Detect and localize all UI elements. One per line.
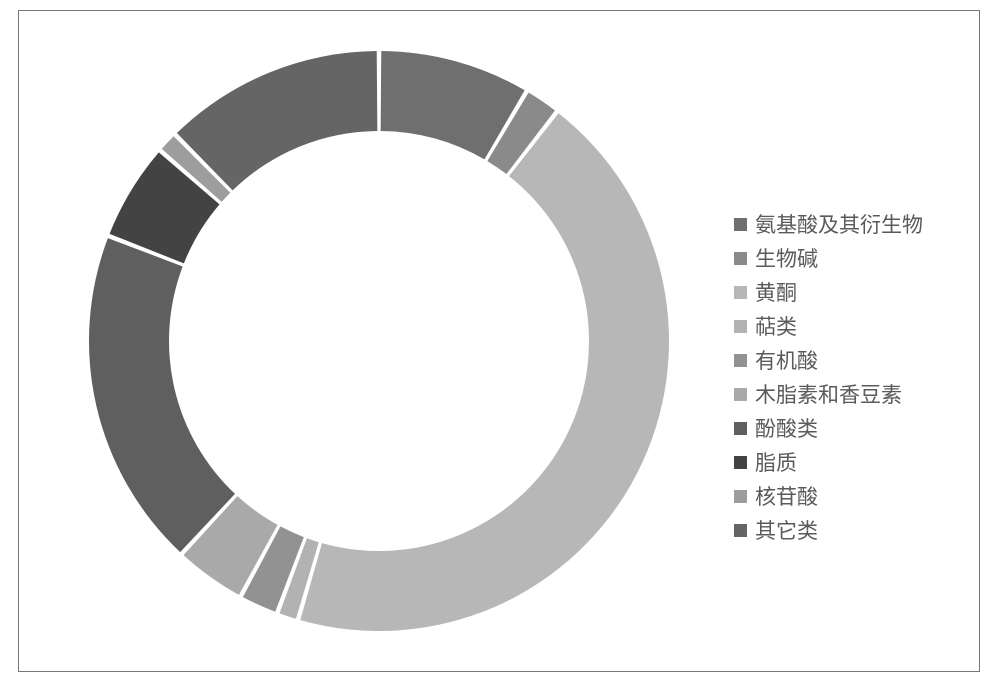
legend-item: 黄酮 <box>734 275 923 309</box>
legend-swatch <box>734 218 747 231</box>
legend-swatch <box>734 388 747 401</box>
legend-swatch <box>734 252 747 265</box>
legend-item: 其它类 <box>734 513 923 547</box>
chart-frame: 氨基酸及其衍生物生物碱黄酮萜类有机酸木脂素和香豆素酚酸类脂质核苷酸其它类 <box>18 10 980 672</box>
legend-swatch <box>734 286 747 299</box>
legend-item: 有机酸 <box>734 343 923 377</box>
legend-label: 脂质 <box>755 447 797 477</box>
legend-item: 脂质 <box>734 445 923 479</box>
legend-label: 木脂素和香豆素 <box>755 379 902 409</box>
legend-label: 氨基酸及其衍生物 <box>755 209 923 239</box>
legend-label: 有机酸 <box>755 345 818 375</box>
legend-swatch <box>734 524 747 537</box>
donut-chart <box>79 41 679 641</box>
legend-swatch <box>734 456 747 469</box>
legend-label: 核苷酸 <box>755 481 818 511</box>
legend-item: 木脂素和香豆素 <box>734 377 923 411</box>
donut-slice <box>300 113 669 631</box>
legend-label: 黄酮 <box>755 277 797 307</box>
legend: 氨基酸及其衍生物生物碱黄酮萜类有机酸木脂素和香豆素酚酸类脂质核苷酸其它类 <box>734 207 923 547</box>
legend-swatch <box>734 354 747 367</box>
legend-item: 酚酸类 <box>734 411 923 445</box>
legend-label: 其它类 <box>755 515 818 545</box>
legend-item: 生物碱 <box>734 241 923 275</box>
donut-slice <box>89 238 235 552</box>
legend-item: 核苷酸 <box>734 479 923 513</box>
legend-swatch <box>734 422 747 435</box>
legend-label: 萜类 <box>755 311 797 341</box>
legend-swatch <box>734 320 747 333</box>
legend-label: 酚酸类 <box>755 413 818 443</box>
legend-item: 萜类 <box>734 309 923 343</box>
legend-swatch <box>734 490 747 503</box>
legend-label: 生物碱 <box>755 243 818 273</box>
legend-item: 氨基酸及其衍生物 <box>734 207 923 241</box>
